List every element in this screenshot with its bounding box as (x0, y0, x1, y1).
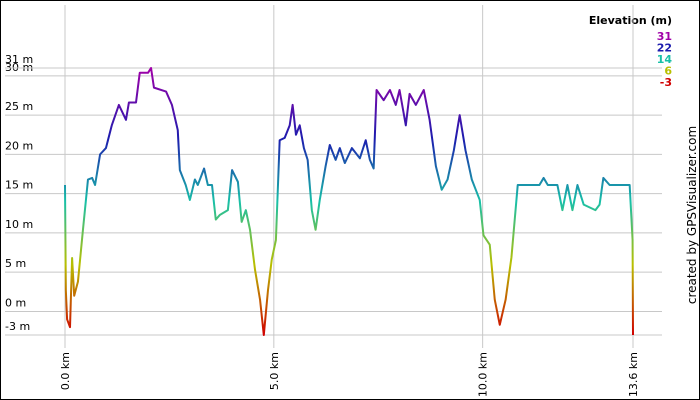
elevation-line (64, 67, 634, 336)
legend-label: 31 (657, 30, 672, 43)
y-tick-label: 30 m (5, 61, 33, 74)
legend-label: 22 (657, 42, 672, 55)
x-tick-label: 0.0 km (59, 352, 72, 390)
x-tick-label: 13.6 km (627, 352, 640, 397)
legend-label: 14 (657, 53, 673, 66)
legend-title: Elevation (m) (589, 14, 672, 27)
y-tick-label: 25 m (5, 100, 33, 113)
x-tick-label: 5.0 km (268, 352, 281, 390)
y-tick-label: -3 m (5, 320, 30, 333)
legend-label: -3 (660, 76, 672, 89)
y-tick-label: 31 m (5, 53, 33, 66)
y-tick-label: 15 m (5, 179, 33, 192)
x-tick-label: 10.0 km (477, 352, 490, 397)
y-tick-label: 10 m (5, 218, 33, 231)
y-tick-label: 20 m (5, 139, 33, 152)
legend-label: 6 (664, 65, 672, 78)
y-tick-label: 5 m (5, 257, 26, 270)
credit: created by GPSVisualizer.com (685, 126, 699, 304)
y-tick-label: 0 m (5, 296, 26, 309)
